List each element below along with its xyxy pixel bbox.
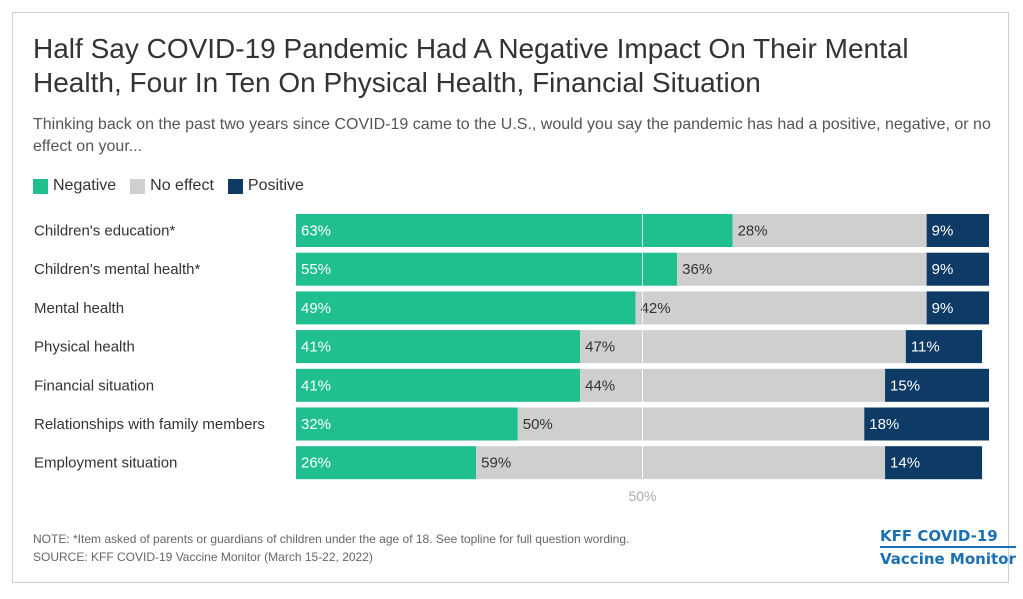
bar-positive (926, 291, 989, 325)
data-label: 47% (585, 339, 615, 356)
data-label: 28% (738, 223, 768, 240)
data-label: 59% (481, 455, 511, 472)
bar-negative (296, 330, 581, 364)
legend-item-positive: Positive (227, 177, 304, 195)
data-label: 63% (301, 223, 331, 240)
note-text: NOTE: *Item asked of parents or guardian… (33, 532, 630, 546)
data-label: 32% (301, 416, 331, 433)
data-label: 9% (932, 223, 954, 240)
legend: Negative No effect Positive (33, 177, 318, 195)
data-label: 42% (641, 300, 671, 317)
source-text: SOURCE: KFF COVID-19 Vaccine Monitor (Ma… (33, 550, 373, 564)
category-label: Mental health (34, 300, 124, 317)
kff-logo: KFF COVID-19 Vaccine Monitor (880, 526, 1016, 569)
chart-subtitle: Thinking back on the past two years sinc… (33, 116, 991, 155)
data-label: 55% (301, 261, 331, 278)
category-label: Financial situation (34, 377, 154, 394)
data-label: 9% (932, 261, 954, 278)
chart-frame (12, 12, 1009, 583)
category-label: Children's education* (34, 223, 175, 240)
legend-label-negative: Negative (53, 177, 117, 194)
bar-negative (296, 291, 636, 325)
legend-label-positive: Positive (247, 177, 304, 194)
bar-positive (926, 214, 989, 247)
data-label: 14% (890, 455, 920, 472)
bar-positive (905, 330, 983, 364)
bar-positive (885, 446, 983, 480)
bar-no-effect (580, 368, 886, 402)
data-label: 50% (523, 416, 553, 433)
data-label: 41% (301, 339, 331, 356)
data-label: 26% (301, 455, 331, 472)
bar-no-effect (677, 252, 927, 286)
bar-positive (926, 252, 989, 286)
data-label: 11% (911, 339, 940, 356)
data-label: 36% (682, 261, 712, 278)
data-label: 15% (890, 377, 920, 394)
bar-no-effect (732, 214, 927, 247)
logo-line-1: KFF COVID-19 (880, 527, 998, 545)
reference-label: 50% (628, 488, 656, 504)
bar-positive (864, 407, 989, 441)
category-label: Relationships with family members (34, 416, 265, 433)
bar-negative (296, 368, 581, 402)
chart-title: Half Say COVID-19 Pandemic Had A Negativ… (33, 33, 909, 98)
bar-negative (296, 446, 477, 480)
legend-swatch-positive (227, 178, 243, 194)
bar-positive (885, 368, 989, 402)
footnote: NOTE: *Item asked of parents or guardian… (33, 530, 629, 566)
legend-label-no-effect: No effect (150, 177, 214, 194)
data-label: 49% (301, 300, 331, 317)
bar-no-effect (517, 407, 865, 441)
legend-item-no-effect: No effect (130, 177, 214, 195)
bar-no-effect (580, 330, 906, 364)
data-label: 18% (869, 416, 899, 433)
legend-swatch-no-effect (130, 178, 146, 194)
bar-negative (296, 252, 678, 286)
category-label: Physical health (34, 339, 135, 356)
bar-no-effect (476, 446, 886, 480)
bar-no-effect (635, 291, 927, 325)
legend-item-negative: Negative (33, 177, 116, 195)
legend-swatch-negative (33, 178, 48, 194)
data-label: 9% (932, 300, 954, 317)
data-label: 41% (301, 377, 331, 394)
category-label: Employment situation (34, 455, 177, 472)
logo-line-2: Vaccine Monitor (880, 546, 1016, 569)
bar-negative (296, 407, 518, 441)
data-label: 44% (585, 377, 615, 394)
bar-negative (296, 214, 733, 247)
category-label: Children's mental health* (34, 261, 200, 278)
